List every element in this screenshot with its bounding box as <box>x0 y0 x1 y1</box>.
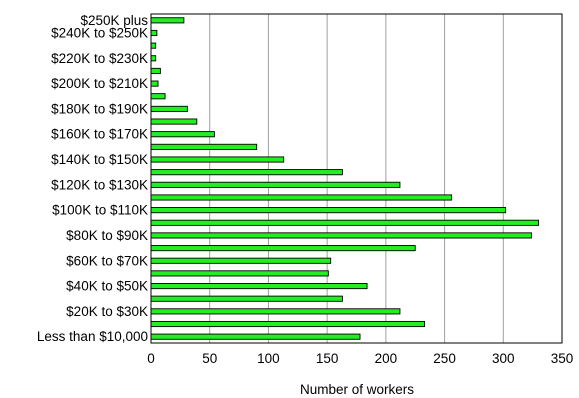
x-tick-label-150: 150 <box>316 351 339 366</box>
category-label-120k-to-130k: $120K to $130K <box>51 177 148 192</box>
x-tick-label-0: 0 <box>147 351 155 366</box>
bar-240k-to-250k <box>150 29 158 37</box>
x-axis-title: Number of workers <box>300 382 414 397</box>
x-tick-label-50: 50 <box>202 351 217 366</box>
bar-130k-to-140k <box>150 169 343 176</box>
x-tick-label-100: 100 <box>257 351 280 366</box>
category-labels: Less than $10,000 $20K to $30K $40K to $50… <box>37 13 148 344</box>
category-label-140k-to-150k: $140K to $150K <box>51 152 148 167</box>
category-label-180k-to-190k: $180K to $190K <box>51 101 148 116</box>
bar-190k-to-200k <box>150 93 166 100</box>
plot-frame <box>150 13 563 344</box>
bar-30k-to-40k <box>150 295 343 302</box>
bar-200k-to-210k <box>150 80 159 87</box>
category-label-100k-to-110k: $100K to $110K <box>52 203 148 218</box>
bar-170k-to-180k <box>150 118 198 125</box>
bar-90k-to-100k <box>150 219 539 226</box>
bar-220k-to-230k <box>150 55 157 62</box>
axes <box>150 13 563 344</box>
x-tick-label-250: 250 <box>433 351 456 366</box>
bar-250k-plus <box>150 17 185 24</box>
bar-less-than-10-000 <box>150 333 361 340</box>
bar-20k-to-30k <box>150 308 401 315</box>
category-label-240k-to-250k: $240K to $250K <box>51 25 148 40</box>
category-label-less-than-10-000: Less than $10,000 <box>37 329 148 344</box>
bar-50k-to-60k <box>150 270 329 277</box>
category-label-20k-to-30k: $20K to $30K <box>66 304 148 319</box>
category-label-40k-to-50k: $40K to $50K <box>66 279 148 294</box>
bar-180k-to-190k <box>150 105 188 112</box>
x-tick-label-350: 350 <box>551 351 574 366</box>
bar-140k-to-150k <box>150 156 285 163</box>
bar-60k-to-70k <box>150 257 332 264</box>
category-label-60k-to-70k: $60K to $70K <box>66 253 148 268</box>
category-label-220k-to-230k: $220K to $230K <box>51 51 148 66</box>
category-label-80k-to-90k: $80K to $90K <box>66 228 148 243</box>
x-tick-label-300: 300 <box>492 351 515 366</box>
x-tick-label-200: 200 <box>375 351 398 366</box>
bar-120k-to-130k <box>150 181 401 188</box>
category-label-160k-to-170k: $160K to $170K <box>51 127 148 142</box>
bar-100k-to-110k <box>150 207 507 214</box>
bar-150k-to-160k <box>150 143 258 150</box>
category-label-200k-to-210k: $200K to $210K <box>51 76 148 91</box>
category-label-250k-plus: $250K plus <box>80 13 148 28</box>
bar-70k-to-80k <box>150 245 416 252</box>
bar-210k-to-220k <box>150 67 161 74</box>
bar-10k-to-20k <box>150 320 426 328</box>
gridlines <box>209 14 504 343</box>
x-tick-labels: 0 50 100 150 200 250 300 350 <box>147 351 573 366</box>
bar-160k-to-170k <box>150 131 215 138</box>
bar-230k-to-240k <box>150 42 157 49</box>
bar-40k-to-50k <box>150 283 368 290</box>
bar-110k-to-120k <box>150 194 453 201</box>
bars <box>150 17 539 340</box>
bar-80k-to-90k <box>150 232 532 239</box>
